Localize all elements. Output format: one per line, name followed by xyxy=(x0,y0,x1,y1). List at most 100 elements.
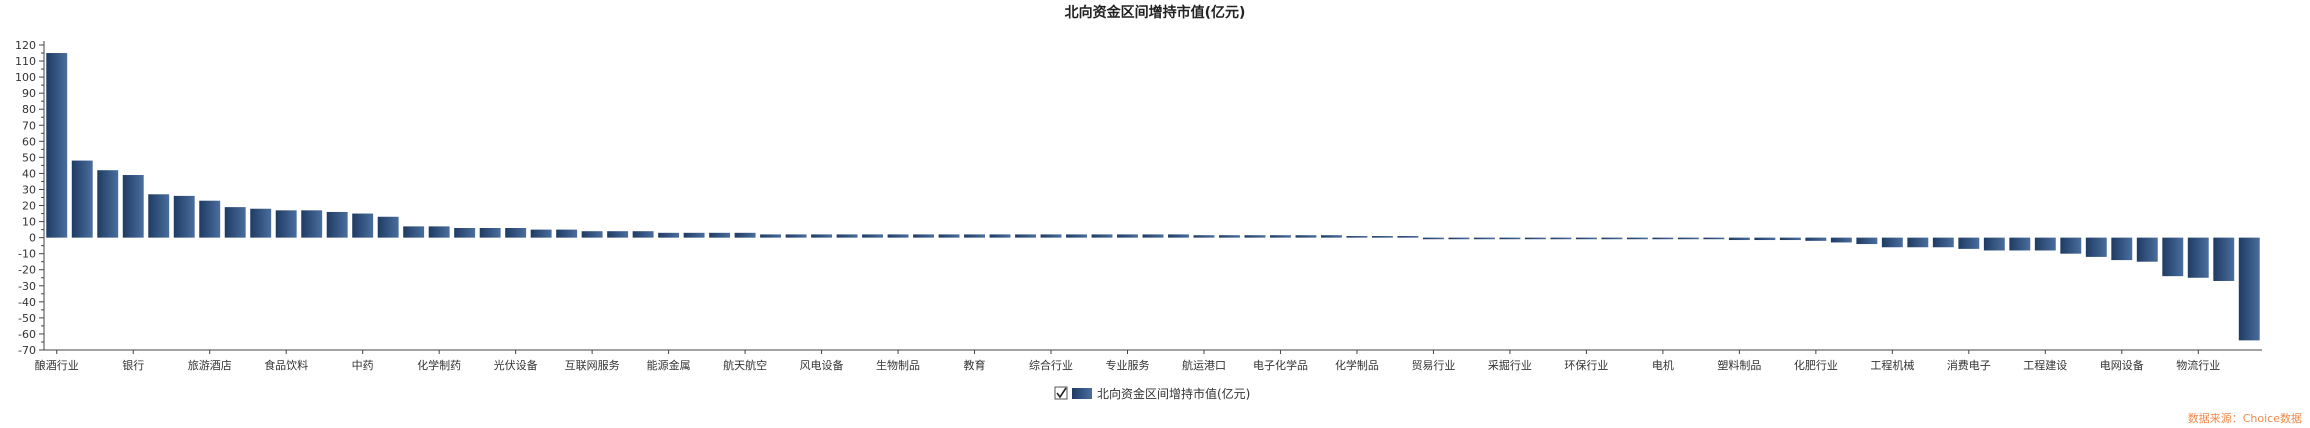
bar[interactable] xyxy=(1626,237,1648,240)
bar[interactable] xyxy=(1907,237,1929,248)
bar[interactable] xyxy=(989,234,1011,238)
bar[interactable] xyxy=(1448,237,1470,240)
bar[interactable] xyxy=(2034,237,2056,251)
x-axis: 酿酒行业 银行 旅游酒店 食品饮料 中药 化学制药 光伏设备 互联网服务 能源金属 航天航空 风电设… xyxy=(35,349,2262,372)
bar[interactable] xyxy=(1754,237,1776,241)
bar[interactable] xyxy=(403,226,425,238)
bar[interactable] xyxy=(1601,237,1623,240)
bar[interactable] xyxy=(148,194,170,238)
bar[interactable] xyxy=(275,210,297,238)
bar[interactable] xyxy=(1066,234,1087,238)
bar[interactable] xyxy=(1805,237,1827,241)
bar[interactable] xyxy=(581,231,603,238)
bar[interactable] xyxy=(709,232,731,238)
bar[interactable] xyxy=(1983,237,2005,251)
bar[interactable] xyxy=(530,229,552,238)
bar[interactable] xyxy=(1473,237,1495,240)
bar[interactable] xyxy=(1830,237,1852,243)
bar[interactable] xyxy=(352,213,374,238)
bar[interactable] xyxy=(2187,237,2209,278)
bar[interactable] xyxy=(1677,237,1699,240)
bar[interactable] xyxy=(71,160,93,238)
bar[interactable] xyxy=(1193,235,1215,238)
bar[interactable] xyxy=(2085,237,2107,257)
bar[interactable] xyxy=(938,234,960,238)
bar[interactable] xyxy=(199,200,221,238)
bar[interactable] xyxy=(377,216,399,238)
check-icon xyxy=(1056,387,1067,399)
bar[interactable] xyxy=(1168,234,1189,238)
bar[interactable] xyxy=(326,211,348,238)
bar[interactable] xyxy=(224,207,246,238)
bar[interactable] xyxy=(1550,237,1572,240)
bar[interactable] xyxy=(913,234,935,238)
bars xyxy=(46,53,2260,341)
bar[interactable] xyxy=(1881,237,1903,248)
x-tick-label: 旅游酒店 xyxy=(188,358,232,372)
bar[interactable] xyxy=(122,175,144,238)
bar[interactable] xyxy=(173,195,195,238)
bar[interactable] xyxy=(46,53,68,238)
bar[interactable] xyxy=(2060,237,2082,254)
bar[interactable] xyxy=(1932,237,1954,248)
bar[interactable] xyxy=(1422,237,1444,240)
bar[interactable] xyxy=(556,229,578,238)
bar[interactable] xyxy=(1779,237,1801,241)
bar[interactable] xyxy=(1652,237,1674,240)
bar[interactable] xyxy=(1117,234,1138,238)
bar[interactable] xyxy=(734,232,756,238)
bar[interactable] xyxy=(2213,237,2235,281)
bar[interactable] xyxy=(1295,235,1317,238)
bar[interactable] xyxy=(1397,236,1419,238)
bar[interactable] xyxy=(1244,235,1266,238)
bar[interactable] xyxy=(1728,237,1750,241)
bar[interactable] xyxy=(811,234,833,238)
y-tick-label: -70 xyxy=(18,344,36,357)
bar[interactable] xyxy=(2009,237,2031,251)
bar[interactable] xyxy=(1524,237,1546,240)
bar[interactable] xyxy=(97,170,119,238)
bar[interactable] xyxy=(964,234,985,238)
y-tick-label: 80 xyxy=(22,103,36,116)
y-tick-label: 90 xyxy=(22,87,36,100)
x-tick-label: 能源金属 xyxy=(647,358,691,372)
bar[interactable] xyxy=(658,232,680,238)
bar[interactable] xyxy=(836,234,858,238)
bar[interactable] xyxy=(683,232,705,238)
bar[interactable] xyxy=(250,208,272,238)
bar[interactable] xyxy=(887,234,909,238)
y-tick-label: 40 xyxy=(22,167,36,180)
bar[interactable] xyxy=(1040,234,1062,238)
bar[interactable] xyxy=(607,231,629,238)
legend[interactable]: 北向资金区间增持市值(亿元) xyxy=(1054,386,1250,401)
bar[interactable] xyxy=(428,226,450,238)
bar[interactable] xyxy=(760,234,782,238)
bar[interactable] xyxy=(2111,237,2133,261)
bar[interactable] xyxy=(1270,235,1291,238)
bar[interactable] xyxy=(1015,234,1036,238)
bar[interactable] xyxy=(1219,235,1240,238)
bar[interactable] xyxy=(1499,237,1521,240)
bar[interactable] xyxy=(632,231,654,238)
x-tick-label: 采掘行业 xyxy=(1488,358,1532,372)
bar[interactable] xyxy=(862,234,884,238)
bar[interactable] xyxy=(479,228,501,238)
bar[interactable] xyxy=(1575,237,1597,240)
bar[interactable] xyxy=(2136,237,2158,262)
bar[interactable] xyxy=(785,234,807,238)
bar[interactable] xyxy=(2162,237,2184,277)
bar[interactable] xyxy=(454,228,476,238)
x-tick-label: 光伏设备 xyxy=(494,358,538,372)
bar[interactable] xyxy=(1091,234,1113,238)
bar[interactable] xyxy=(1372,236,1393,238)
bar[interactable] xyxy=(2238,237,2260,341)
bar[interactable] xyxy=(1958,237,1980,249)
bar[interactable] xyxy=(1142,234,1164,238)
bar[interactable] xyxy=(1346,236,1368,238)
bar[interactable] xyxy=(301,210,323,238)
bar[interactable] xyxy=(1321,235,1342,238)
bar[interactable] xyxy=(1856,237,1878,245)
bar[interactable] xyxy=(1703,237,1725,240)
x-tick-label: 化肥行业 xyxy=(1794,358,1838,372)
bar[interactable] xyxy=(505,228,527,238)
